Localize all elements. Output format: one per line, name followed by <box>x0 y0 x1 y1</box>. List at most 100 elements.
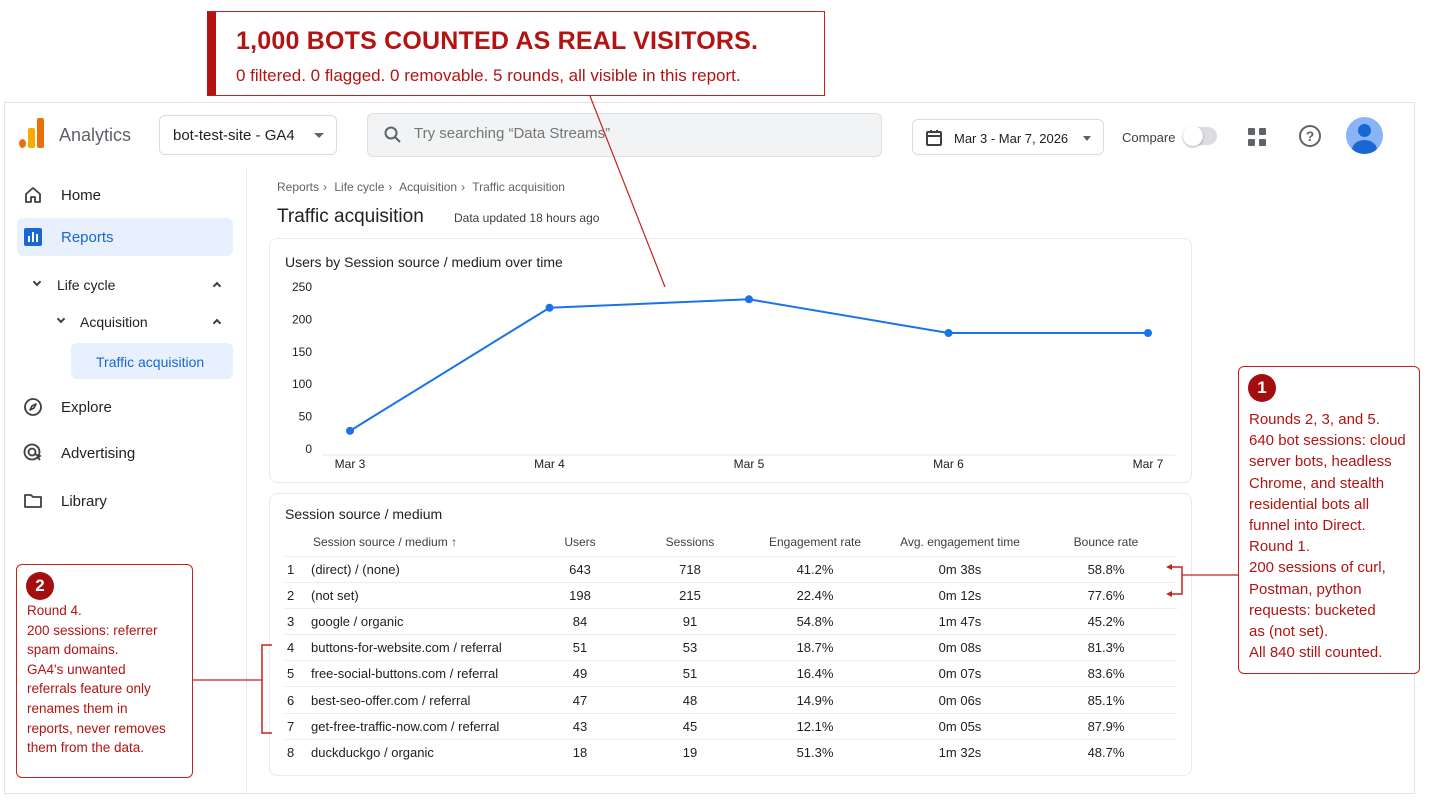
avg-engagement-time-cell: 0m 06s <box>885 686 1035 714</box>
row-number: 1 <box>285 556 311 583</box>
chart-title: Users by Session source / medium over ti… <box>285 254 563 270</box>
column-header-bounce-rate[interactable]: Bounce rate <box>1035 528 1177 557</box>
date-range-picker[interactable]: Mar 3 - Mar 7, 2026 <box>912 119 1104 155</box>
users-cell: 198 <box>525 582 635 609</box>
column-header-avg-engagement-time[interactable]: Avg. engagement time <box>885 528 1035 557</box>
sessions-cell: 19 <box>682 745 698 761</box>
bounce-rate-cell: 48.7% <box>1087 745 1125 761</box>
chart-card: Users by Session source / medium over ti… <box>269 238 1192 483</box>
engagement-rate-cell: 22.4% <box>745 582 885 609</box>
avg-engagement-time-cell: 0m 07s <box>885 660 1035 688</box>
chevron-up-icon[interactable] <box>212 281 222 291</box>
table-row[interactable]: 3 google / organic 84 91 54.8% 1m 47s 45.2% <box>285 608 1177 636</box>
sidebar-item-library[interactable]: Library <box>17 482 233 520</box>
page-title: Traffic acquisition <box>277 206 424 227</box>
table-row[interactable]: 4 buttons-for-website.com / referral 51 53 1… <box>285 634 1177 662</box>
search-input[interactable] <box>414 125 854 142</box>
table-row[interactable]: 8 duckduckgo / organic 18 19 51.3% 1m 32s 48.7… <box>285 739 1177 765</box>
table-row[interactable]: 6 best-seo-offer.com / referral 47 48 14.9% 0… <box>285 686 1177 714</box>
table-row[interactable]: 7 get-free-traffic-now.com / referral 43 45… <box>285 713 1177 740</box>
sessions-cell: 51 <box>635 660 745 688</box>
table-card: Session source / medium Session source /… <box>269 493 1192 776</box>
annotation-note-2: 2 Round 4. 200 sessions: referrer spam d… <box>16 564 193 778</box>
top-bar: Analytics bot-test-site - GA4 Mar 3 - Ma… <box>5 103 1414 167</box>
users-cell: 47 <box>525 686 635 714</box>
breadcrumb-item[interactable]: Life cycle <box>334 180 385 194</box>
y-tick-label: 250 <box>292 280 312 294</box>
breadcrumb-item[interactable]: Acquisition <box>399 180 458 194</box>
row-number: 4 <box>285 634 311 662</box>
column-header-source[interactable]: Session source / medium ↑ <box>311 528 525 557</box>
data-point[interactable] <box>944 329 953 338</box>
sidebar-item-explore[interactable]: Explore <box>17 388 233 426</box>
compare-label: Compare <box>1122 130 1176 145</box>
data-point[interactable] <box>1144 329 1152 338</box>
table-row[interactable]: 1 (direct) / (none) 643 718 41.2% 0m 38s 58.8% <box>285 556 1177 583</box>
sidebar-item-home[interactable]: Home <box>17 176 233 214</box>
engagement-rate-cell: 18.7% <box>745 634 885 662</box>
analytics-app: Analytics bot-test-site - GA4 Mar 3 - Ma… <box>4 102 1415 794</box>
note-badge: 1 <box>1248 374 1276 402</box>
data-point[interactable] <box>346 426 354 435</box>
search-bar[interactable] <box>367 113 882 157</box>
x-tick-label: Mar 4 <box>534 457 565 471</box>
property-name: bot-test-site - GA4 <box>173 127 295 144</box>
users-cell: 51 <box>525 634 635 662</box>
sidebar-item-advertising[interactable]: Advertising <box>17 434 233 472</box>
line-chart: 0 50 100 150 200 250 Mar 3 Mar 4 Mar 5 Mar 6 Mar 7 <box>292 280 1175 471</box>
property-selector[interactable]: bot-test-site - GA4 <box>159 115 337 155</box>
caret-down-icon <box>1083 136 1091 141</box>
reports-icon <box>24 228 42 246</box>
source-medium-cell: (direct) / (none) <box>311 556 525 583</box>
sidebar-item-label: Reports <box>61 229 114 246</box>
note-text: Rounds 2, 3, and 5. 640 bot sessions: cl… <box>1249 411 1406 662</box>
data-point[interactable] <box>745 295 753 304</box>
bounce-rate-cell: 87.9% <box>1035 713 1177 740</box>
sessions-cell: 91 <box>635 608 745 636</box>
source-medium-table: Session source / medium ↑ Users Sessions… <box>285 528 1177 766</box>
calendar-icon <box>926 130 942 146</box>
headline-title: 1,000 BOTS COUNTED AS REAL VISITORS. <box>236 27 759 55</box>
table-header-row: Session source / medium ↑ Users Sessions… <box>285 528 1177 557</box>
table-row[interactable]: 5 free-social-buttons.com / referral 49 51 1… <box>285 660 1177 688</box>
data-updated-label: Data updated 18 hours ago <box>454 211 600 225</box>
avg-engagement-time-cell: 0m 08s <box>885 634 1035 662</box>
sidebar-item-label: Home <box>61 187 102 204</box>
compare-toggle[interactable] <box>1183 126 1217 146</box>
sidebar-item-reports[interactable]: Reports <box>17 218 233 256</box>
engagement-rate-cell: 54.8% <box>745 608 885 636</box>
column-header-users[interactable]: Users <box>525 528 635 557</box>
users-cell: 84 <box>525 608 635 636</box>
sessions-cell: 45 <box>635 713 745 740</box>
source-medium-cell: duckduckgo / organic <box>311 745 434 761</box>
bounce-rate-cell: 58.8% <box>1035 556 1177 583</box>
caret-down-icon <box>314 133 324 138</box>
row-number: 6 <box>285 686 311 714</box>
avg-engagement-time-cell: 0m 38s <box>885 556 1035 583</box>
chevron-up-icon[interactable] <box>212 318 222 328</box>
row-number: 8 <box>287 745 295 761</box>
column-header-engagement-rate[interactable]: Engagement rate <box>745 528 885 557</box>
analytics-logo-icon <box>19 118 47 148</box>
avatar[interactable] <box>1346 117 1383 154</box>
sessions-cell: 718 <box>635 556 745 583</box>
sort-arrow-icon: ↑ <box>451 534 458 549</box>
help-icon[interactable]: ? <box>1299 125 1321 147</box>
apps-grid-icon[interactable] <box>1248 128 1266 146</box>
breadcrumb-item[interactable]: Reports <box>277 180 320 194</box>
row-number: 3 <box>285 608 311 636</box>
engagement-rate-cell: 14.9% <box>745 686 885 714</box>
source-medium-cell: google / organic <box>311 608 525 636</box>
data-point[interactable] <box>545 303 554 312</box>
sidebar-item-acquisition[interactable]: Acquisition <box>80 314 148 330</box>
column-header-sessions[interactable]: Sessions <box>635 528 745 557</box>
sidebar-item-lifecycle[interactable]: Life cycle <box>57 277 116 293</box>
engagement-rate-cell: 12.1% <box>745 713 885 740</box>
advertising-icon <box>23 443 42 461</box>
row-number: 7 <box>285 713 311 740</box>
annotation-note-1: 1 Rounds 2, 3, and 5. 640 bot sessions: … <box>1238 366 1420 674</box>
users-cell: 49 <box>525 660 635 688</box>
sidebar: Home Reports Life cycle Acquisition Traf… <box>5 167 247 794</box>
table-row[interactable]: 2 (not set) 198 215 22.4% 0m 12s 77.6% <box>285 582 1177 609</box>
sidebar-item-traffic-acquisition[interactable]: Traffic acquisition <box>71 343 233 379</box>
